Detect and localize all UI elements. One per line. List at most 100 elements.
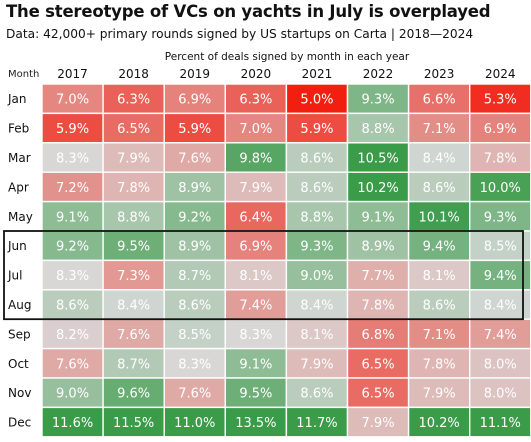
cell-jan-2022: 9.3% [346, 83, 410, 115]
cell-fill [41, 289, 104, 320]
cell-jul-2023: 8.1% [407, 259, 471, 291]
cell-value: 5.9% [56, 122, 89, 137]
row-label-aug: Aug [8, 298, 31, 312]
cell-jun-2023: 9.4% [407, 230, 471, 262]
cell-fill [102, 200, 165, 232]
cell-fill [285, 171, 349, 203]
cell-jan-2019: 6.9% [163, 83, 226, 115]
cell-value: 9.1% [239, 357, 272, 372]
cell-value: 8.4% [423, 152, 456, 167]
cell-fill [346, 289, 410, 320]
cell-fill [224, 171, 288, 203]
cell-oct-2019: 8.3% [163, 347, 226, 379]
cell-value: 8.9% [362, 240, 395, 255]
cell-nov-2023: 7.9% [407, 377, 471, 409]
row-label-jun: Jun [7, 239, 27, 253]
cell-jul-2017: 8.3% [41, 259, 104, 291]
cell-value: 8.0% [484, 357, 517, 372]
cell-value: 7.7% [362, 269, 395, 284]
cell-aug-2019: 8.6% [163, 289, 226, 320]
cell-value: 8.4% [300, 299, 333, 314]
cell-value: 7.6% [178, 387, 211, 402]
cell-fill [469, 406, 531, 438]
cell-jan-2024: 5.3% [469, 83, 531, 115]
cell-value: 8.1% [239, 269, 272, 284]
cell-mar-2020: 9.8% [224, 142, 288, 173]
cell-value: 8.7% [117, 357, 150, 372]
cell-value: 5.9% [300, 122, 333, 137]
cell-value: 8.8% [362, 122, 395, 137]
cell-nov-2017: 9.0% [41, 377, 104, 409]
row-label-oct: Oct [8, 357, 29, 371]
cell-value: 8.2% [56, 328, 89, 343]
cell-value: 9.6% [117, 387, 150, 402]
cell-sep-2020: 8.3% [224, 318, 288, 350]
cell-fill [285, 289, 349, 320]
cell-value: 6.8% [362, 328, 395, 343]
cell-value: 8.3% [56, 152, 89, 167]
row-label-dec: Dec [8, 416, 31, 430]
cell-fill [285, 406, 349, 438]
cell-value: 9.4% [484, 269, 517, 284]
chart-title: The stereotype of VCs on yachts in July … [6, 2, 491, 21]
cell-may-2018: 8.8% [102, 200, 165, 232]
cell-fill [407, 347, 471, 379]
cell-apr-2021: 8.6% [285, 171, 349, 203]
cell-may-2024: 9.3% [469, 200, 531, 232]
row-label-nov: Nov [8, 386, 31, 400]
cell-value: 7.4% [239, 299, 272, 314]
cell-aug-2018: 8.4% [102, 289, 165, 320]
cell-value: 9.3% [362, 93, 395, 108]
cell-jul-2020: 8.1% [224, 259, 288, 291]
cell-value: 8.3% [56, 269, 89, 284]
cell-nov-2024: 8.0% [469, 377, 531, 409]
cell-apr-2022: 10.2% [346, 171, 410, 203]
cell-value: 7.2% [56, 181, 89, 196]
cell-value: 9.5% [239, 387, 272, 402]
cell-value: 9.0% [300, 269, 333, 284]
cell-value: 8.6% [300, 387, 333, 402]
cell-feb-2017: 5.9% [41, 112, 104, 144]
cell-feb-2024: 6.9% [469, 112, 531, 144]
cell-value: 9.2% [56, 240, 89, 255]
cell-value: 7.9% [423, 387, 456, 402]
cell-value: 9.5% [117, 240, 150, 255]
cell-apr-2024: 10.0% [469, 171, 531, 203]
cell-value: 6.5% [362, 387, 395, 402]
cell-value: 6.9% [484, 122, 517, 137]
cell-value: 7.0% [239, 122, 272, 137]
cell-jun-2022: 8.9% [346, 230, 410, 262]
cell-jul-2019: 8.7% [163, 259, 226, 291]
cell-value: 8.1% [300, 328, 333, 343]
cell-value: 5.9% [178, 122, 211, 137]
cell-value: 10.0% [480, 181, 521, 196]
cell-sep-2022: 6.8% [346, 318, 410, 350]
cell-nov-2019: 7.6% [163, 377, 226, 409]
cell-fill [163, 406, 226, 438]
cell-jun-2021: 9.3% [285, 230, 349, 262]
cell-apr-2020: 7.9% [224, 171, 288, 203]
cell-fill [285, 347, 349, 379]
row-label-jul: Jul [7, 269, 22, 283]
cell-fill [41, 83, 104, 115]
cell-fill [346, 406, 410, 438]
cell-value: 6.5% [362, 357, 395, 372]
cell-value: 8.5% [484, 240, 517, 255]
cell-sep-2021: 8.1% [285, 318, 349, 350]
cell-fill [163, 200, 226, 232]
cell-value: 8.8% [117, 210, 150, 225]
cell-value: 7.6% [178, 152, 211, 167]
cell-dec-2021: 11.7% [285, 406, 349, 438]
cell-value: 7.3% [117, 269, 150, 284]
cell-mar-2022: 10.5% [346, 142, 410, 173]
cell-value: 6.6% [423, 93, 456, 108]
row-label-apr: Apr [8, 180, 29, 194]
cell-value: 7.6% [56, 357, 89, 372]
cell-value: 9.0% [56, 387, 89, 402]
cell-value: 11.1% [480, 416, 521, 431]
cell-jan-2021: 5.0% [285, 83, 349, 115]
cell-jan-2018: 6.3% [102, 83, 165, 115]
cell-fill [163, 142, 226, 173]
cell-value: 6.3% [239, 93, 272, 108]
cell-value: 7.1% [423, 328, 456, 343]
